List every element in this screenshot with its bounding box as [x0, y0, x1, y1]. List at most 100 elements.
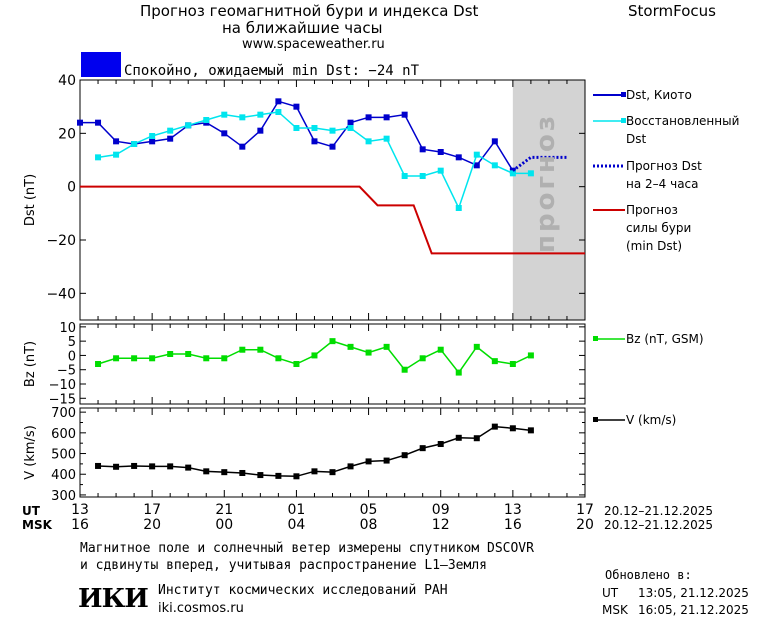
legend-v: V (km/s): [626, 413, 677, 427]
msk-tick-label: 16: [71, 517, 89, 533]
ut-tick-label: 05: [359, 502, 378, 518]
series-2-0-point: [509, 425, 516, 432]
series-1-0-point: [95, 361, 102, 367]
iki-logo[interactable]: ИКИ: [78, 584, 149, 614]
ut-date-range: 20.12–21.12.2025: [604, 504, 714, 518]
series-0-1-point: [311, 125, 318, 131]
series-0-0-point: [95, 119, 102, 126]
series-0-0-point: [455, 154, 462, 161]
series-2-0-point: [401, 452, 408, 459]
series-0-0-point: [275, 98, 282, 105]
series-0-3-line: [80, 185, 585, 255]
series-1-0-point: [257, 346, 264, 353]
series-1-0-point: [383, 343, 390, 350]
page-title-line2: на ближайшие часы: [222, 19, 383, 37]
legend-forecast-line1: Прогноз Dst: [626, 159, 702, 173]
legend-storm-line3: (min Dst): [626, 239, 683, 253]
series-1-0-point: [401, 366, 408, 373]
series-0-0-line: [80, 100, 514, 172]
updated-label: Обновлено в:: [605, 568, 692, 582]
y-tick-label: 20: [58, 126, 76, 142]
series-2-0-point: [473, 435, 480, 442]
y-tick-label: 400: [51, 468, 76, 483]
ut-tick-label: 09: [431, 502, 450, 518]
legend-forecast-line2: на 2–4 часа: [626, 177, 699, 191]
series-0-0-point: [77, 119, 83, 126]
series-1-0-point: [113, 355, 120, 362]
series-1-0-point: [131, 355, 138, 362]
series-1-0-point: [293, 361, 300, 367]
series-1-0-point: [509, 361, 516, 367]
series-2-0-point: [455, 434, 462, 441]
msk-tick-label: 04: [287, 517, 306, 533]
series-2-0-point: [293, 473, 300, 480]
series-0-1-point: [185, 122, 192, 129]
y-tick-label: 40: [58, 73, 76, 89]
v-panel: 700 600 500 400 300 V (km/s): [23, 406, 586, 504]
msk-tick-label: 20: [576, 517, 594, 533]
series-1-0-point: [455, 369, 462, 376]
series-2-0-point: [365, 458, 372, 465]
y-tick-label: 0: [67, 180, 76, 196]
updated-ut-label: UT: [602, 586, 619, 600]
series-0-0-point: [149, 138, 156, 145]
site-url[interactable]: www.spaceweather.ru: [242, 37, 385, 52]
series-0-0-point: [293, 103, 300, 110]
series-2-0-point: [203, 468, 210, 475]
series-0-1-point: [275, 109, 282, 115]
series-2-0-point: [257, 472, 264, 479]
series-0-1-point: [293, 125, 300, 131]
series-1-0-point: [419, 355, 426, 362]
y-tick-label: 300: [51, 489, 76, 504]
series-0-1-point: [257, 111, 264, 118]
legend-restored-line2: Dst: [626, 132, 647, 146]
series-2-0-point: [275, 472, 282, 479]
series-0-0-point: [491, 138, 498, 145]
series-0-1-point: [401, 173, 408, 179]
series-2-0-point: [185, 464, 192, 471]
series-2-0-point: [221, 469, 228, 476]
y-tick-label: −15: [49, 392, 76, 407]
updated-ut-value: 13:05, 21.12.2025: [638, 586, 749, 600]
series-1-0-point: [149, 355, 156, 362]
legend-swatch-forecast: [593, 164, 625, 168]
series-2-0-point: [149, 463, 156, 470]
y-tick-label: 10: [59, 321, 76, 336]
series-0-1-point: [491, 162, 498, 169]
series-1-0-point: [167, 351, 174, 357]
series-1-0-point: [221, 355, 228, 362]
series-0-1-point: [329, 127, 336, 134]
panel-frame: [79, 79, 586, 321]
series-1-0-point: [203, 355, 210, 362]
time-axis: [79, 80, 586, 497]
y-tick-label: 5: [68, 335, 76, 350]
series-0-0-point: [473, 162, 480, 169]
series-2-0-point: [167, 463, 174, 470]
status-color-box: [81, 52, 121, 77]
updated-msk-label: MSK: [602, 603, 628, 617]
series-1-0-point: [275, 355, 282, 362]
series-1-0-point: [491, 358, 498, 365]
series-0-0-point: [257, 127, 264, 134]
series-2-0-point: [329, 469, 336, 476]
series-1-0-point: [365, 349, 372, 356]
y-axis-label: V (km/s): [23, 425, 38, 480]
ut-tick-label: 17: [576, 502, 594, 518]
legend-bz: Bz (nT, GSM): [626, 332, 704, 346]
institute-url[interactable]: iki.cosmos.ru: [158, 601, 244, 616]
panel-frame: [79, 407, 586, 498]
legend-storm-line2: силы бури: [626, 221, 692, 235]
y-axis-label: Dst (nT): [23, 174, 38, 226]
series-0-0-point: [419, 146, 426, 153]
series-2-0-point: [239, 469, 246, 476]
ut-axis-label: UT: [22, 504, 40, 518]
institute-name: Институт космических исследований РАН: [158, 583, 448, 598]
series-1-0-point: [347, 343, 354, 350]
y-axis-label: Bz (nT): [23, 341, 38, 387]
updated-msk-value: 16:05, 21.12.2025: [638, 603, 749, 617]
footer-note-line1: Магнитное поле и солнечный ветер измерен…: [80, 541, 534, 556]
ut-tick-label: 01: [287, 502, 306, 518]
series-0-0-point: [311, 138, 318, 145]
series-0-0-point: [383, 114, 390, 121]
